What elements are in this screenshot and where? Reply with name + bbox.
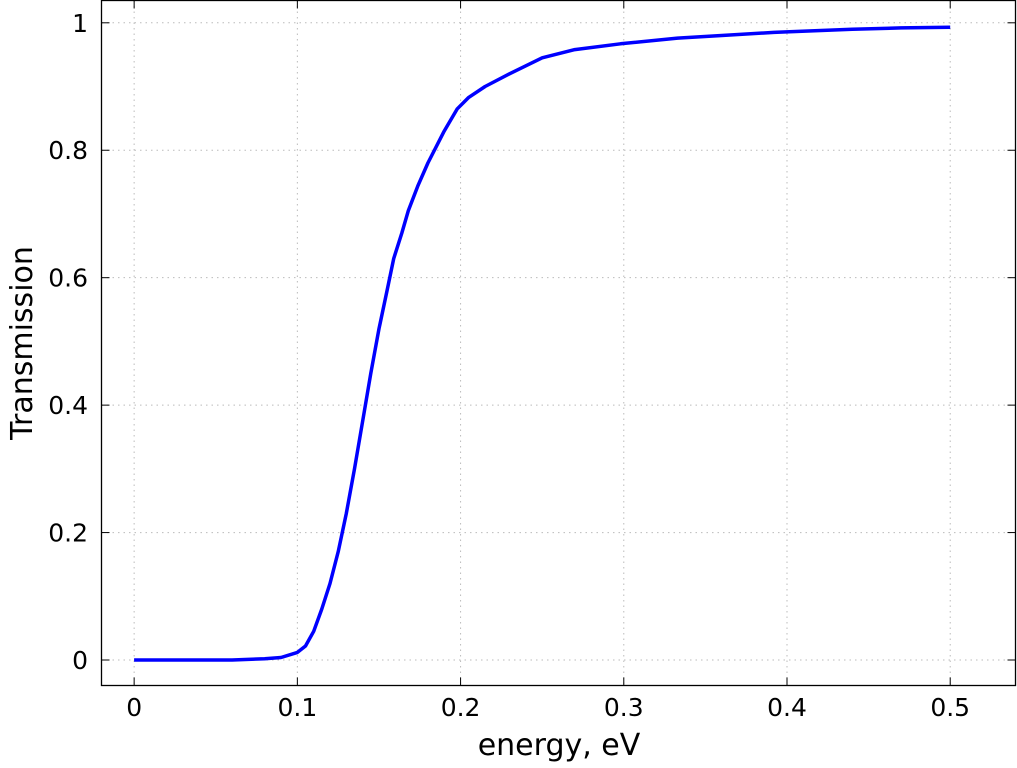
x-tick-label: 0 <box>126 693 142 722</box>
x-tick-label: 0.1 <box>277 693 317 722</box>
x-tick-label: 0.4 <box>767 693 807 722</box>
y-tick-label: 0.4 <box>48 391 88 420</box>
y-tick-labels: 0 0.2 0.4 0.6 0.8 1 <box>48 9 88 675</box>
x-tick-label: 0.2 <box>441 693 481 722</box>
x-tick-labels: 0 0.1 0.2 0.3 0.4 0.5 <box>126 693 970 722</box>
ticks <box>101 0 1016 686</box>
y-tick-label: 0.6 <box>48 264 88 293</box>
y-tick-label: 0.2 <box>48 519 88 548</box>
y-tick-label: 0.8 <box>48 136 88 165</box>
grid <box>101 0 1016 686</box>
x-tick-label: 0.3 <box>604 693 644 722</box>
y-tick-label: 0 <box>72 646 88 675</box>
y-axis-label: Transmission <box>5 246 40 441</box>
series-line <box>134 25 951 662</box>
x-tick-label: 0.5 <box>930 693 970 722</box>
x-axis-label: energy, eV <box>478 728 641 763</box>
plot-frame <box>100 0 1017 687</box>
y-tick-label: 1 <box>72 9 88 38</box>
